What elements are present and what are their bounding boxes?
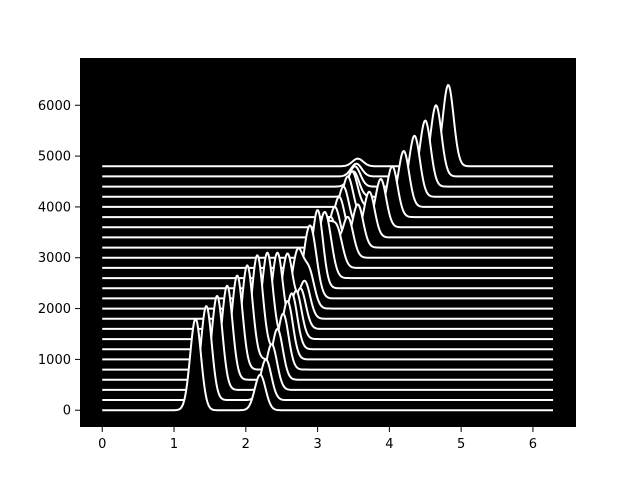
y-tick-label: 3000	[38, 251, 71, 266]
series-line-10	[102, 247, 554, 310]
y-tick-label: 4000	[38, 200, 71, 215]
series-line-23	[102, 104, 554, 178]
series-line-12	[102, 209, 554, 290]
series-line-21	[102, 134, 554, 198]
y-axis: 0 1000 2000 3000 4000 5000 6000	[38, 99, 80, 419]
x-tick-label: 1	[170, 437, 178, 452]
x-axis: 0 1 2 3 4 5 6	[98, 427, 537, 452]
x-tick-label: 6	[529, 437, 537, 452]
series-line-8	[102, 251, 554, 330]
y-tick-label: 6000	[38, 99, 71, 114]
y-tick-label: 0	[63, 404, 71, 419]
series-line-20	[102, 150, 554, 208]
series-line-11	[102, 224, 554, 300]
series-line-0	[102, 317, 554, 412]
series-line-13	[102, 210, 554, 280]
series-line-5	[102, 264, 554, 361]
y-tick-label: 5000	[38, 150, 71, 165]
series-line-6	[102, 254, 554, 351]
series-line-3	[102, 284, 554, 381]
y-tick-label: 1000	[38, 353, 71, 368]
y-tick-label: 2000	[38, 302, 71, 317]
series-line-7	[102, 251, 554, 341]
x-tick-label: 5	[457, 437, 465, 452]
series-lines	[102, 84, 554, 412]
series-line-1	[102, 305, 554, 402]
series-line-22	[102, 119, 554, 188]
series-line-9	[102, 252, 554, 320]
x-tick-label: 4	[385, 437, 393, 452]
series-line-4	[102, 274, 554, 371]
x-tick-label: 0	[98, 437, 106, 452]
x-tick-label: 2	[242, 437, 250, 452]
x-tick-label: 3	[313, 437, 321, 452]
